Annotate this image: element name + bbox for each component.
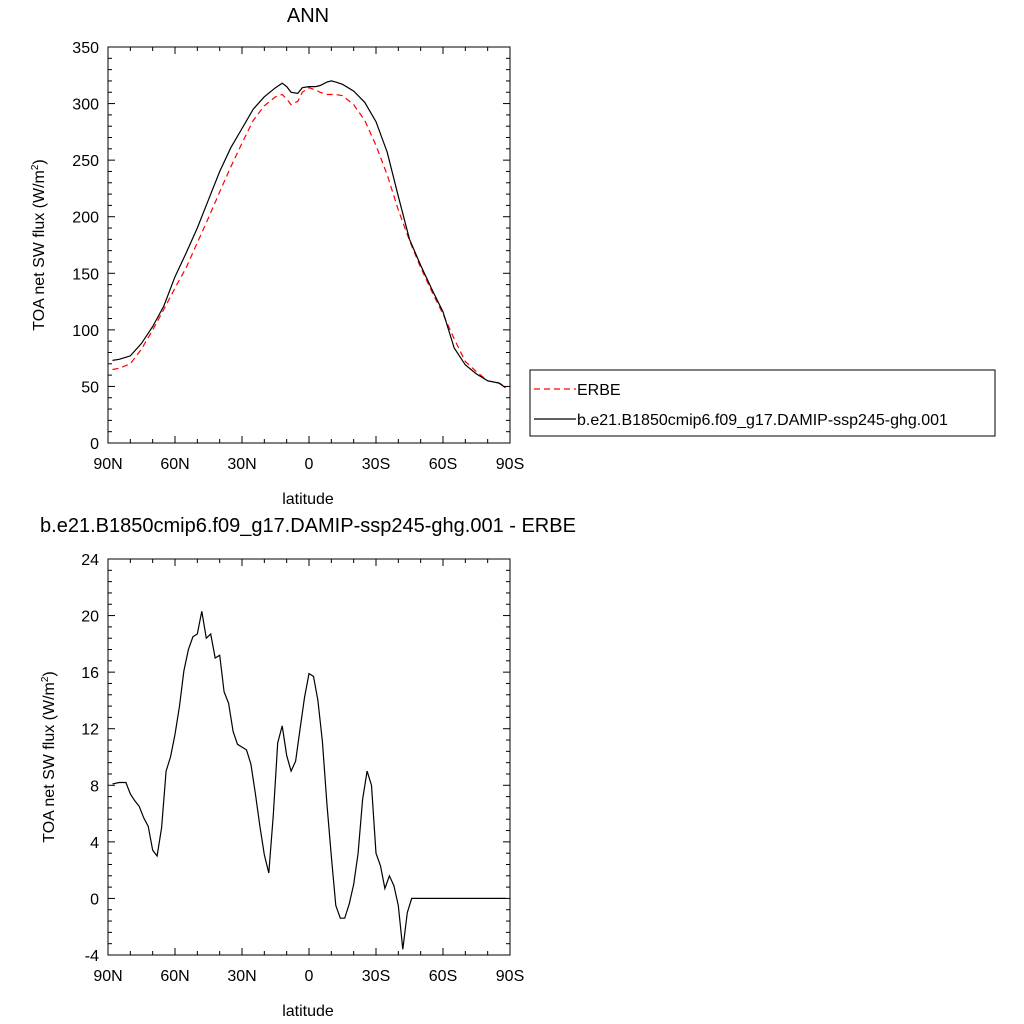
series-line-model bbox=[112, 80, 506, 389]
x-axis-label: latitude bbox=[282, 491, 334, 508]
legend: ERBE b.e21.B1850cmip6.f09_g17.DAMIP-ssp2… bbox=[529, 369, 996, 437]
x-tick-label: 90S bbox=[496, 456, 524, 473]
y-axis-label: TOA net SW flux (W/m2) bbox=[40, 671, 58, 843]
x-tick-label: 90S bbox=[496, 968, 524, 985]
chart-title: ANN bbox=[287, 5, 329, 27]
y-axis-label: TOA net SW flux (W/m2) bbox=[30, 159, 48, 331]
x-axis: 90N 60N 30N 0 30S 60S 90S bbox=[93, 47, 524, 473]
y-tick-label: 4 bbox=[90, 835, 99, 852]
x-tick-label: 60S bbox=[429, 456, 457, 473]
y-tick-label: 350 bbox=[72, 40, 99, 57]
y-tick-label: 150 bbox=[72, 266, 99, 283]
legend-label-model: b.e21.B1850cmip6.f09_g17.DAMIP-ssp245-gh… bbox=[577, 412, 948, 429]
y-tick-label: 0 bbox=[90, 436, 99, 453]
x-tick-label: 60N bbox=[160, 968, 189, 985]
y-tick-label: 20 bbox=[81, 609, 99, 626]
flux-chart: ANN 0 50 100 150 200 250 300 350 90N 60N 30N 0 30S 6… bbox=[30, 5, 996, 508]
y-tick-label: -4 bbox=[85, 948, 99, 965]
legend-box bbox=[529, 369, 996, 437]
plot-frame bbox=[107, 558, 511, 956]
y-tick-label: 8 bbox=[90, 778, 99, 795]
x-tick-label: 30N bbox=[227, 456, 256, 473]
series-line-erbe bbox=[112, 87, 506, 387]
y-tick-label: 200 bbox=[72, 210, 99, 227]
y-tick-label: 16 bbox=[81, 665, 99, 682]
y-tick-label: 250 bbox=[72, 153, 99, 170]
x-tick-label: 30S bbox=[362, 968, 390, 985]
y-tick-label: 24 bbox=[81, 552, 99, 569]
x-tick-label: 0 bbox=[305, 968, 314, 985]
difference-chart: b.e21.B1850cmip6.f09_g17.DAMIP-ssp245-gh… bbox=[40, 515, 576, 1020]
y-axis: -4 0 4 8 12 16 20 24 bbox=[81, 552, 510, 965]
x-tick-label: 60N bbox=[160, 456, 189, 473]
y-tick-label: 12 bbox=[81, 722, 99, 739]
series-lines bbox=[112, 611, 506, 950]
series-line-difference bbox=[112, 611, 506, 950]
x-tick-label: 0 bbox=[305, 456, 314, 473]
x-tick-label: 30S bbox=[362, 456, 390, 473]
y-axis: 0 50 100 150 200 250 300 350 bbox=[72, 40, 510, 453]
x-tick-label: 60S bbox=[429, 968, 457, 985]
y-tick-label: 50 bbox=[81, 379, 99, 396]
legend-label-erbe: ERBE bbox=[577, 382, 621, 399]
x-axis: 90N 60N 30N 0 30S 60S 90S bbox=[93, 559, 524, 985]
y-tick-label: 0 bbox=[90, 891, 99, 908]
plot-frame bbox=[107, 46, 511, 444]
y-tick-label: 300 bbox=[72, 97, 99, 114]
y-tick-label: 100 bbox=[72, 323, 99, 340]
x-tick-label: 30N bbox=[227, 968, 256, 985]
x-tick-label: 90N bbox=[93, 456, 122, 473]
x-tick-label: 90N bbox=[93, 968, 122, 985]
series-lines bbox=[112, 80, 506, 389]
x-axis-label: latitude bbox=[282, 1003, 334, 1020]
chart-title: b.e21.B1850cmip6.f09_g17.DAMIP-ssp245-gh… bbox=[40, 515, 576, 537]
